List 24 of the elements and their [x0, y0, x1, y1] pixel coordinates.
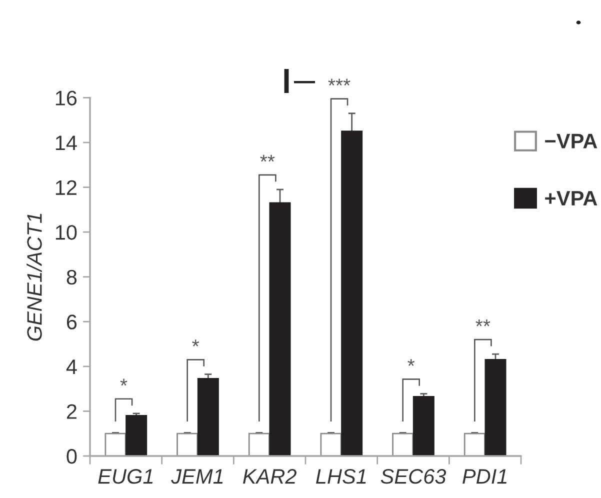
- y-tick-label: 10: [56, 225, 77, 240]
- annotation: **: [476, 319, 490, 326]
- legend-label: −VPA: [545, 134, 598, 148]
- annotation: *: [408, 359, 415, 366]
- annotation: **: [260, 154, 275, 162]
- y-tick-label: 12: [56, 180, 76, 195]
- y-tick-label: 6: [66, 314, 77, 330]
- annotation: *: [120, 378, 128, 386]
- y-tick-label: 2: [66, 404, 76, 419]
- x-tick-label: SEC63: [380, 469, 446, 484]
- legend-label: +VPA: [545, 191, 598, 206]
- y-tick-label: 16: [56, 90, 77, 106]
- x-tick-label: PDI1: [462, 469, 506, 484]
- y-tick-label: 4: [66, 360, 77, 374]
- annotation: *: [192, 340, 200, 346]
- y-tick-label: 0: [66, 449, 77, 464]
- y-tick-label: 14: [56, 136, 77, 150]
- x-tick-label: JEM1: [171, 469, 223, 484]
- y-tick-label: 8: [66, 270, 77, 285]
- text: ***: [328, 78, 350, 86]
- y-axis-title: GENE1/ACT1: [26, 214, 42, 341]
- x-tick-label: KAR2: [243, 469, 296, 484]
- x-tick-label: EUG1: [98, 469, 153, 484]
- x-tick-label: LHS1: [316, 469, 366, 484]
